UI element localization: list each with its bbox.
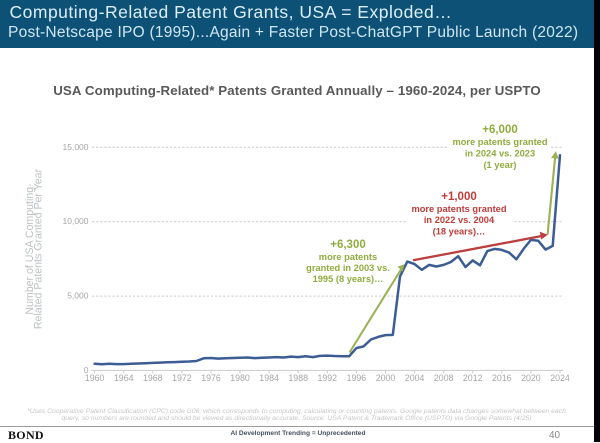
- svg-text:(1 year): (1 year): [483, 160, 516, 170]
- svg-text:2000: 2000: [376, 373, 396, 383]
- svg-text:15,000: 15,000: [63, 142, 89, 152]
- svg-text:1992: 1992: [318, 373, 338, 383]
- svg-text:1964: 1964: [114, 373, 134, 383]
- svg-text:more patents: more patents: [319, 252, 377, 262]
- svg-text:granted in 2003 vs.: granted in 2003 vs.: [306, 263, 390, 273]
- svg-text:2020: 2020: [521, 373, 541, 383]
- svg-text:more patents granted: more patents granted: [452, 137, 547, 147]
- svg-text:1976: 1976: [201, 373, 221, 383]
- svg-text:2008: 2008: [434, 373, 454, 383]
- svg-text:Number of USA Computing-: Number of USA Computing-: [24, 183, 36, 315]
- svg-text:0: 0: [84, 365, 89, 375]
- svg-text:Related Patents Granted Per Ye: Related Patents Granted Per Year: [33, 168, 45, 329]
- svg-text:+6,000: +6,000: [482, 124, 518, 136]
- svg-text:2016: 2016: [492, 373, 512, 383]
- svg-text:1980: 1980: [230, 373, 250, 383]
- svg-text:1984: 1984: [259, 373, 279, 383]
- svg-text:5,000: 5,000: [67, 291, 89, 301]
- svg-text:1972: 1972: [172, 373, 192, 383]
- svg-text:+1,000: +1,000: [441, 191, 477, 203]
- svg-text:1995 (8 years)…: 1995 (8 years)…: [313, 274, 384, 284]
- svg-text:(18 years)…: (18 years)…: [433, 227, 486, 237]
- svg-text:+6,300: +6,300: [330, 239, 366, 251]
- svg-text:2012: 2012: [463, 373, 483, 383]
- svg-text:10,000: 10,000: [63, 216, 89, 226]
- svg-text:2004: 2004: [405, 373, 425, 383]
- svg-text:1988: 1988: [288, 373, 308, 383]
- svg-text:2024: 2024: [550, 373, 570, 383]
- svg-text:more patents granted: more patents granted: [411, 204, 506, 214]
- svg-text:in 2024 vs. 2023: in 2024 vs. 2023: [465, 149, 535, 159]
- svg-text:1960: 1960: [85, 373, 105, 383]
- svg-text:1968: 1968: [143, 373, 163, 383]
- svg-text:1996: 1996: [347, 373, 367, 383]
- svg-text:in 2022 vs. 2004: in 2022 vs. 2004: [424, 215, 495, 225]
